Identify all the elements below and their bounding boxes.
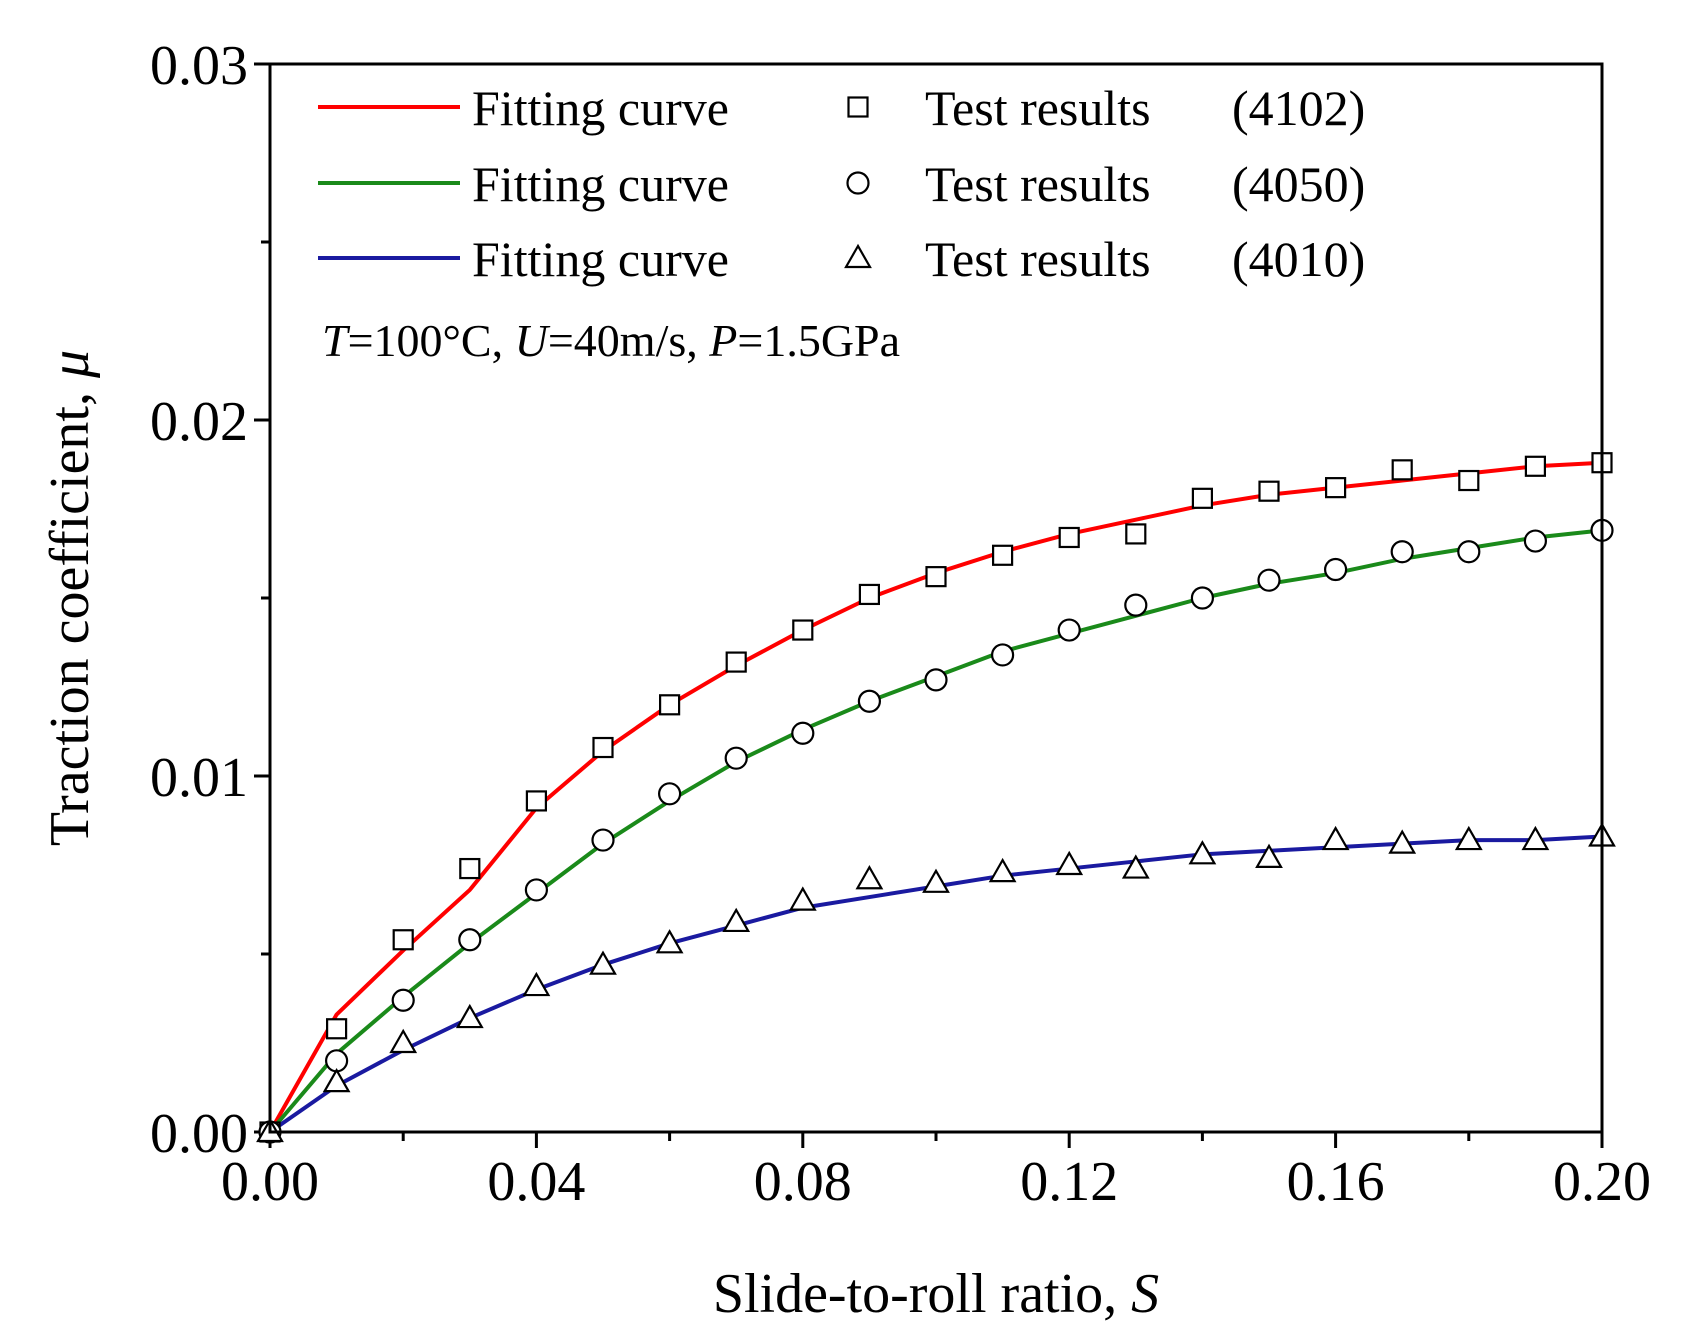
x-axis-title-var: S bbox=[1131, 1263, 1159, 1325]
data-point-square bbox=[1458, 469, 1480, 492]
data-point-triangle bbox=[1521, 825, 1550, 851]
data-point-triangle bbox=[1188, 840, 1217, 865]
plot-frame bbox=[268, 62, 1604, 1134]
test-markers-group bbox=[256, 452, 1616, 1144]
legend-marker-swatch bbox=[844, 243, 872, 269]
data-point-square bbox=[1258, 480, 1280, 502]
y-axis-title: Traction coefficient, μ bbox=[39, 350, 101, 846]
data-point-circle bbox=[1390, 540, 1414, 564]
data-point-triangle bbox=[455, 1003, 484, 1029]
data-point-circle bbox=[1257, 568, 1281, 592]
data-point-triangle bbox=[522, 971, 551, 997]
data-point-circle bbox=[990, 643, 1015, 667]
data-point-circle bbox=[1190, 586, 1215, 610]
data-point-square bbox=[925, 566, 947, 588]
y-tick-label: 0.01 bbox=[150, 747, 248, 809]
data-point-circle bbox=[391, 988, 415, 1012]
data-point-triangle bbox=[788, 886, 817, 911]
data-point-triangle bbox=[655, 929, 684, 954]
data-point-square bbox=[858, 583, 881, 606]
data-point-square bbox=[592, 736, 614, 759]
data-point-triangle bbox=[589, 950, 617, 975]
data-point-circle bbox=[657, 782, 682, 806]
data-point-circle bbox=[924, 668, 948, 692]
data-point-triangle bbox=[1388, 829, 1417, 854]
x-tick-label: 0.04 bbox=[487, 1151, 585, 1213]
axis-ticks-group bbox=[254, 62, 1604, 1148]
data-point-square bbox=[991, 544, 1014, 566]
x-tick-label: 0.20 bbox=[1553, 1151, 1651, 1213]
legend-marker-swatch bbox=[847, 96, 869, 118]
legend: Fitting curve Test results (4102) Fitting c… bbox=[318, 80, 1365, 287]
data-point-triangle bbox=[322, 1067, 351, 1093]
data-point-circle bbox=[458, 928, 482, 952]
data-point-circle bbox=[524, 878, 549, 902]
condition-part: P bbox=[708, 315, 737, 366]
data-point-circle bbox=[857, 689, 882, 713]
data-point-square bbox=[1058, 526, 1080, 549]
legend-fit-label: Fitting curve bbox=[472, 231, 729, 287]
data-point-square bbox=[1324, 477, 1347, 499]
x-tick-label: 0.08 bbox=[754, 1151, 852, 1213]
data-point-triangle bbox=[1255, 843, 1283, 868]
data-point-triangle bbox=[855, 865, 884, 890]
data-point-circle bbox=[1124, 593, 1148, 617]
data-point-circle bbox=[591, 828, 615, 852]
legend-fit-label: Fitting curve bbox=[472, 80, 729, 136]
data-point-triangle bbox=[722, 907, 751, 933]
legend-id-label: (4050) bbox=[1232, 156, 1365, 212]
data-point-circle bbox=[1457, 540, 1481, 564]
data-point-triangle bbox=[389, 1028, 418, 1054]
data-point-square bbox=[1125, 523, 1147, 545]
data-point-square bbox=[1524, 455, 1547, 477]
y-tick-label: 0.02 bbox=[150, 391, 248, 453]
data-point-square bbox=[658, 694, 681, 716]
condition-part: =40m/s, bbox=[548, 315, 709, 366]
data-point-square bbox=[326, 1018, 348, 1040]
data-point-square bbox=[725, 651, 747, 673]
data-point-triangle bbox=[1321, 825, 1350, 851]
condition-part: U bbox=[515, 315, 551, 366]
legend-fit-label: Fitting curve bbox=[472, 156, 729, 212]
data-point-circle bbox=[1057, 618, 1081, 642]
data-point-square bbox=[1391, 459, 1413, 481]
x-axis-title-text: Slide-to-roll ratio, bbox=[713, 1263, 1131, 1325]
data-point-triangle bbox=[1121, 854, 1150, 879]
y-axis-title-var: μ bbox=[39, 350, 101, 379]
tick-labels-group: 0.00 0.01 0.02 0.03 0.00 0.04 0.08 0.12 0.16 0.20 bbox=[150, 35, 1651, 1213]
x-tick-label: 0.00 bbox=[221, 1151, 319, 1213]
x-axis-title: Slide-to-roll ratio, S bbox=[713, 1263, 1159, 1325]
legend-id-label: (4010) bbox=[1232, 231, 1365, 287]
data-point-triangle bbox=[922, 868, 950, 893]
x-tick-label: 0.16 bbox=[1287, 1151, 1385, 1213]
data-point-circle bbox=[1523, 529, 1548, 553]
x-tick-label: 0.12 bbox=[1020, 1151, 1118, 1213]
condition-part: =100°C, bbox=[348, 315, 515, 366]
data-point-square bbox=[525, 790, 548, 812]
data-point-triangle bbox=[1454, 825, 1483, 851]
data-point-square bbox=[792, 619, 814, 641]
legend-id-label: (4102) bbox=[1232, 80, 1365, 136]
y-tick-label: 0.00 bbox=[150, 1103, 248, 1165]
legend-test-label: Test results bbox=[925, 80, 1151, 136]
data-point-circle bbox=[724, 746, 748, 770]
data-point-triangle bbox=[1055, 850, 1084, 876]
data-point-square bbox=[1191, 487, 1214, 509]
legend-test-label: Test results bbox=[925, 231, 1151, 287]
y-tick-label: 0.03 bbox=[150, 35, 248, 97]
data-point-circle bbox=[1323, 557, 1348, 582]
data-point-square bbox=[392, 929, 414, 951]
data-point-triangle bbox=[988, 857, 1017, 883]
test-conditions-label: T=100°C, U=40m/s, P=1.5GPa bbox=[322, 315, 900, 366]
condition-part: T bbox=[322, 315, 351, 366]
data-point-square bbox=[459, 857, 481, 880]
data-point-circle bbox=[791, 721, 815, 745]
y-axis-title-text: Traction coefficient, bbox=[39, 378, 101, 846]
legend-marker-swatch bbox=[846, 171, 870, 195]
legend-test-label: Test results bbox=[925, 156, 1151, 212]
condition-part: =1.5GPa bbox=[737, 315, 900, 366]
